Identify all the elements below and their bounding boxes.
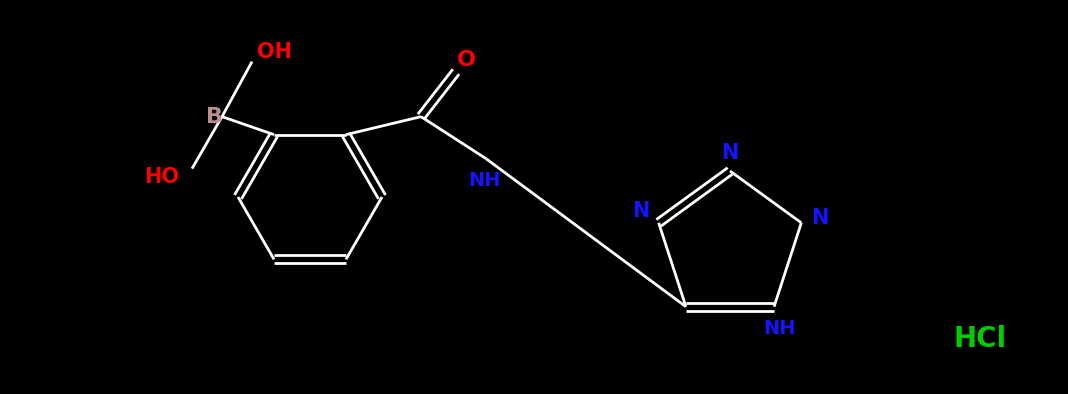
Text: NH: NH — [763, 319, 796, 338]
Text: NH: NH — [468, 171, 500, 190]
Text: HCl: HCl — [954, 325, 1006, 353]
Text: N: N — [721, 143, 739, 163]
Text: HO: HO — [144, 167, 179, 187]
Text: O: O — [456, 50, 475, 70]
Text: N: N — [632, 201, 649, 221]
Text: B: B — [205, 107, 222, 126]
Text: N: N — [811, 208, 828, 228]
Text: OH: OH — [256, 42, 292, 61]
